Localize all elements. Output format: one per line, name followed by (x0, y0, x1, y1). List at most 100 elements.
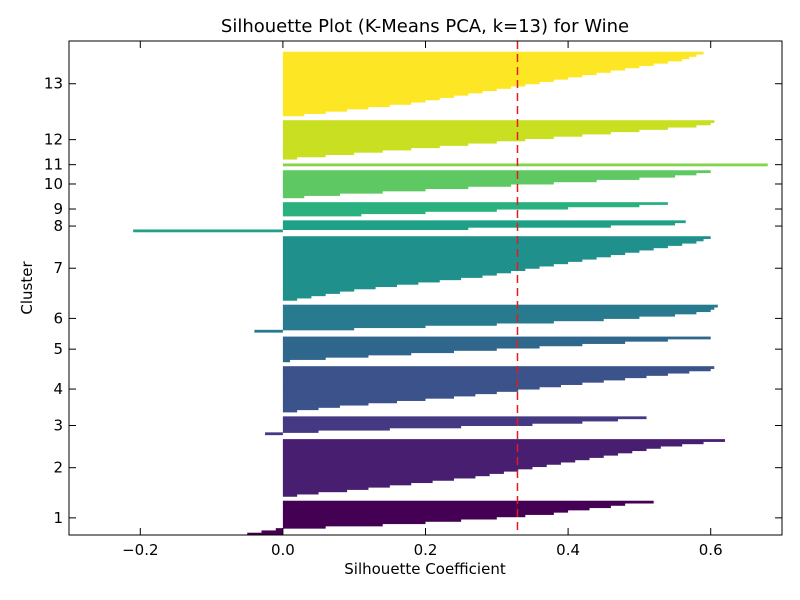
silhouette-bar (133, 229, 283, 233)
silhouette-bar (282, 503, 626, 506)
silhouette-bar (282, 523, 383, 527)
silhouette-bar (282, 79, 554, 82)
silhouette-bar (282, 190, 383, 194)
x-tick-label: 0.6 (699, 541, 723, 559)
silhouette-bar (282, 459, 576, 463)
silhouette-bar (282, 284, 397, 288)
silhouette-bar (282, 525, 326, 529)
silhouette-bar (282, 475, 476, 479)
silhouette-bar (282, 341, 626, 344)
silhouette-bar (282, 357, 326, 360)
silhouette-bar (282, 409, 298, 413)
silhouette-bar (282, 111, 326, 114)
silhouette-bar (282, 445, 661, 449)
silhouette-bar (282, 275, 483, 278)
silhouette-bar (282, 389, 519, 392)
silhouette-bar (282, 309, 711, 313)
silhouette-bar (282, 204, 640, 208)
silhouette-bar (282, 281, 419, 285)
silhouette-bar (282, 407, 319, 411)
silhouette-bar (282, 211, 426, 215)
silhouette-bar (282, 145, 440, 149)
silhouette-bar (282, 261, 569, 265)
silhouette-bar (282, 370, 690, 374)
silhouette-bar (282, 471, 504, 474)
silhouette-bar (282, 505, 611, 509)
silhouette-bar (282, 400, 397, 404)
silhouette-bar (282, 97, 440, 101)
silhouette-bar (282, 86, 512, 89)
silhouette-bar (282, 106, 369, 110)
cluster-7-silhouette (282, 236, 711, 301)
y-tick-label: 13 (44, 75, 63, 93)
silhouette-bar (282, 76, 569, 80)
y-tick-label: 11 (44, 156, 63, 174)
silhouette-bar (282, 272, 497, 276)
silhouette-bar (282, 222, 676, 226)
silhouette-bar (282, 138, 526, 142)
silhouette-bar (282, 90, 483, 94)
silhouette-bar (282, 512, 554, 515)
silhouette-bar (282, 136, 554, 139)
cluster-10-silhouette (282, 170, 711, 199)
silhouette-bar (282, 279, 440, 283)
silhouette-bar (282, 509, 569, 513)
silhouette-bar (282, 102, 412, 105)
silhouette-bar (282, 277, 462, 281)
silhouette-bar (282, 179, 597, 183)
silhouette-bar (282, 152, 355, 155)
silhouette-bar (282, 108, 348, 112)
silhouette-bar (282, 359, 291, 363)
silhouette-bar (282, 188, 426, 192)
x-tick-label: 0.2 (414, 541, 438, 559)
silhouette-bar (282, 252, 626, 256)
silhouette-bar (282, 450, 633, 454)
silhouette-bar (282, 131, 611, 135)
y-tick-label: 3 (53, 417, 63, 435)
silhouette-bar (282, 343, 583, 347)
y-tick-label: 7 (53, 259, 63, 277)
silhouette-bar (282, 464, 547, 468)
silhouette-bar (282, 489, 348, 493)
silhouette-bar (282, 457, 590, 461)
silhouette-bar (282, 338, 668, 342)
silhouette-bar (282, 320, 554, 324)
silhouette-bar (282, 70, 611, 73)
silhouette-bar (282, 54, 697, 57)
silhouette-bar (282, 256, 597, 260)
silhouette-bar (282, 265, 540, 269)
silhouette-bar (282, 99, 426, 103)
silhouette-bar (282, 259, 583, 262)
silhouette-bar (282, 405, 340, 408)
silhouette-bar (282, 297, 298, 301)
silhouette-bar (282, 423, 533, 427)
silhouette-bar (275, 528, 283, 531)
silhouette-bar (282, 288, 355, 292)
chart-title: Silhouette Plot (K-Means PCA, k=13) for … (221, 16, 629, 37)
silhouette-bar (282, 379, 604, 383)
silhouette-bar (282, 172, 697, 176)
silhouette-bar (282, 336, 711, 340)
silhouette-bar (282, 63, 654, 66)
silhouette-bar (282, 270, 512, 274)
silhouette-bar (282, 441, 704, 445)
silhouette-bar (282, 345, 540, 349)
silhouette-bar (282, 149, 383, 153)
silhouette-bar (282, 500, 654, 504)
cluster-8-silhouette (133, 220, 686, 233)
silhouette-bar (282, 313, 676, 317)
cluster-9-silhouette (282, 202, 668, 217)
silhouette-bar (282, 181, 554, 185)
cluster-12-silhouette (282, 120, 715, 160)
silhouette-bar (282, 195, 305, 199)
y-tick-label: 6 (53, 309, 63, 327)
silhouette-bar (282, 306, 715, 310)
silhouette-bar (282, 443, 683, 447)
silhouette-bar (282, 147, 412, 151)
silhouette-bar (282, 316, 640, 319)
silhouette-bar (282, 377, 626, 381)
silhouette-bar (282, 461, 561, 465)
silhouette-bar (254, 329, 283, 333)
silhouette-bar (282, 402, 369, 406)
